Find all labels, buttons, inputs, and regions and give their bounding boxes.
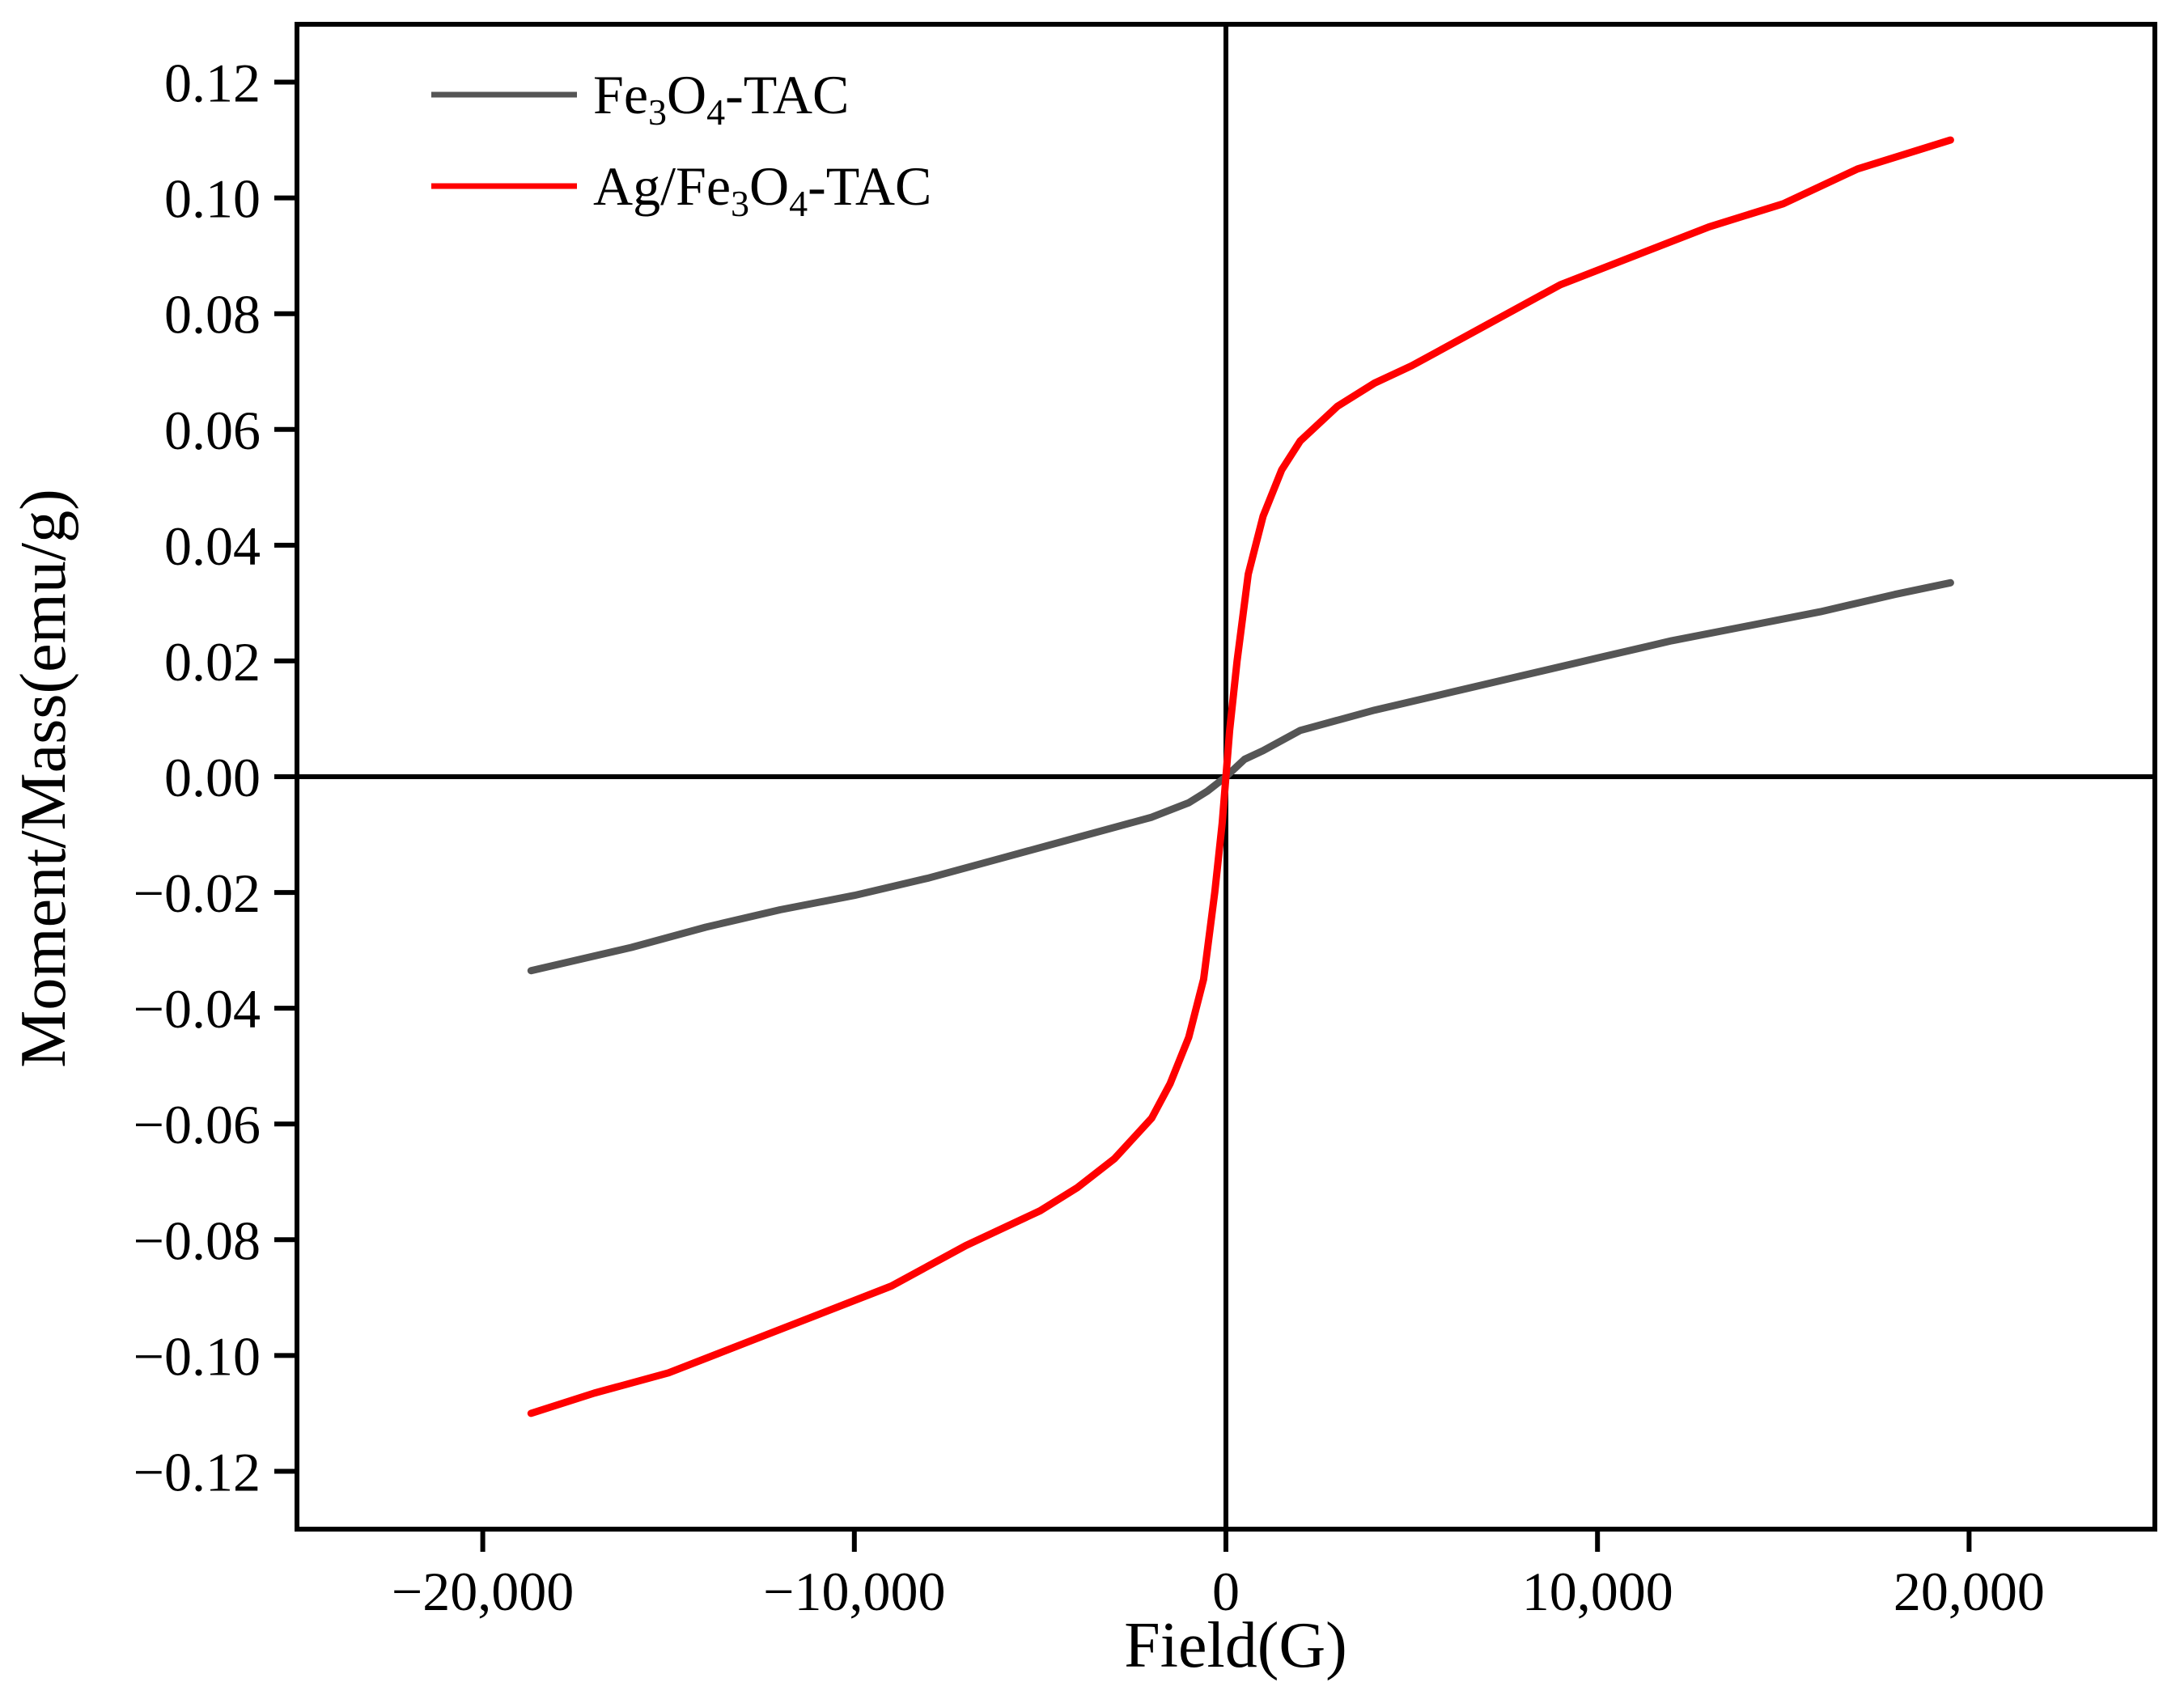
legend-part: 3: [648, 91, 667, 133]
legend-part: Fe: [593, 64, 648, 125]
series-layer: [527, 136, 1954, 1417]
y-tick-label: 0.06: [164, 400, 261, 461]
y-tick-label: 0.08: [164, 284, 261, 345]
x-axis-ticks: −20,000 −10,000 0 10,000 20,000: [392, 1529, 2045, 1622]
legend-label-fe3o4-tac: Fe3O4-TAC: [593, 64, 849, 133]
y-tick-label: 0.12: [164, 53, 261, 114]
legend-part: Ag/Fe: [593, 155, 731, 217]
y-tick-label: −0.12: [134, 1441, 261, 1502]
y-tick-label: 0.02: [164, 631, 261, 693]
legend-part: -TAC: [725, 64, 849, 125]
x-tick-label: 0: [1212, 1561, 1240, 1622]
legend-part: O: [749, 155, 789, 217]
y-axis-ticks: 0.12 0.10 0.08 0.06 0.04 0.02 0.00 −0.02 −0.04 −0…: [134, 53, 297, 1502]
legend-label-ag-fe3o4-tac: Ag/Fe3O4-TAC: [593, 155, 931, 224]
series-line-fe3o4-tac: [527, 578, 1954, 975]
x-tick-label: −10,000: [763, 1561, 945, 1622]
x-tick-label: 10,000: [1522, 1561, 1673, 1622]
legend-part: 4: [706, 91, 725, 133]
y-tick-label: −0.04: [134, 978, 261, 1040]
legend-part: 3: [731, 183, 749, 224]
legend: Fe3O4-TAC Ag/Fe3O4-TAC: [431, 64, 931, 224]
y-tick-label: −0.06: [134, 1094, 261, 1155]
y-tick-label: −0.08: [134, 1210, 261, 1271]
series-line-ag-fe3o4-tac: [527, 136, 1954, 1417]
y-axis-title: Moment/Mass(emu/g): [8, 489, 79, 1067]
legend-part: O: [667, 64, 706, 125]
legend-part: -TAC: [808, 155, 931, 217]
x-axis-title: Field(G): [1124, 1610, 1347, 1681]
x-tick-label: −20,000: [392, 1561, 574, 1622]
y-tick-label: 0.00: [164, 747, 261, 808]
y-tick-label: 0.04: [164, 515, 261, 577]
x-tick-label: 20,000: [1894, 1561, 2045, 1622]
legend-part: 4: [789, 183, 808, 224]
y-tick-label: −0.02: [134, 862, 261, 924]
y-tick-label: −0.10: [134, 1325, 261, 1387]
y-tick-label: 0.10: [164, 168, 261, 230]
